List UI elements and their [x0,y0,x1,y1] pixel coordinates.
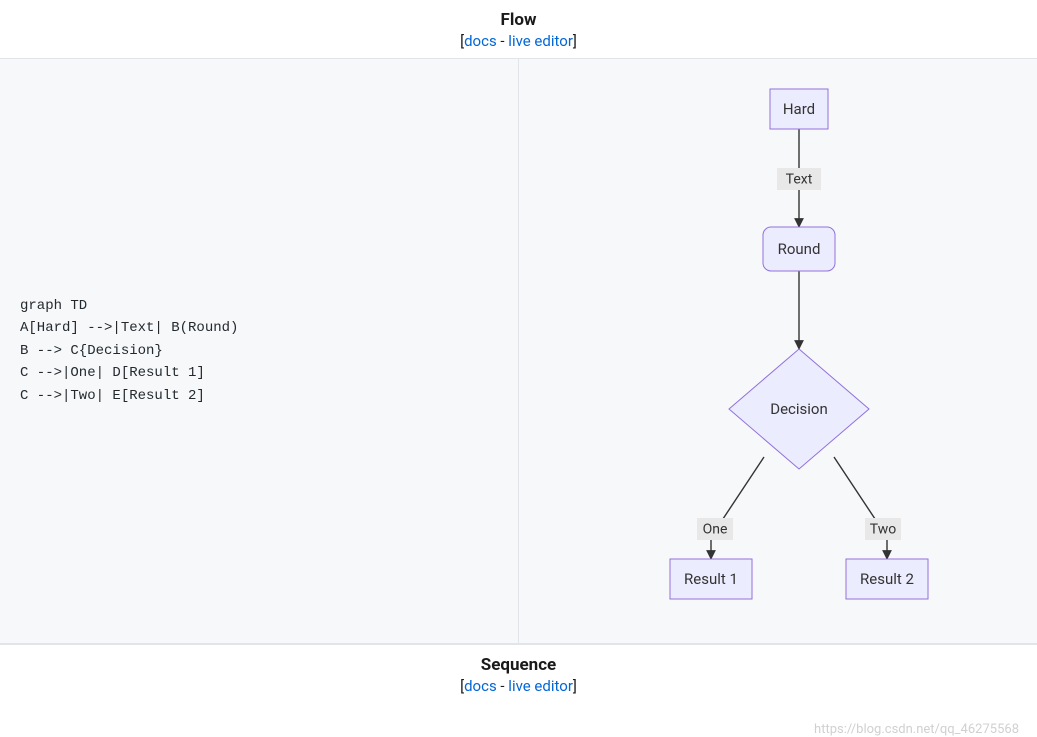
sequence-title: Sequence [0,655,1037,675]
edge-label-C-E: Two [869,522,895,538]
node-label-B: Round [777,240,820,258]
edge-C-E [834,457,887,559]
code-block: graph TD A[Hard] -->|Text| B(Round) B --… [20,295,238,407]
code-panel: graph TD A[Hard] -->|Text| B(Round) B --… [0,59,519,643]
diagram-panel: Text One Two Hard Round Decision Result 1 Resul… [519,59,1037,643]
edge-label-C-D: One [702,522,727,538]
node-label-D: Result 1 [684,570,738,588]
node-label-A: Hard [782,100,814,118]
flow-docs-link[interactable]: docs [464,32,497,50]
flow-diagram: Text One Two Hard Round Decision Result 1 Resul… [539,79,1019,619]
flow-title: Flow [0,10,1037,30]
sequence-docs-link[interactable]: docs [464,677,497,695]
flow-links: [docs - live editor] [0,32,1037,50]
sequence-links: [docs - live editor] [0,677,1037,695]
node-label-E: Result 2 [860,570,914,588]
section-header-sequence: Sequence [docs - live editor] https://bl… [0,644,1037,703]
watermark: https://blog.csdn.net/qq_46275568 [814,722,1019,737]
flow-panel-row: graph TD A[Hard] -->|Text| B(Round) B --… [0,59,1037,644]
node-label-C: Decision [770,400,828,418]
sequence-editor-link[interactable]: live editor [508,677,573,695]
edge-C-D [711,457,764,559]
flow-editor-link[interactable]: live editor [508,32,573,50]
section-header-flow: Flow [docs - live editor] [0,0,1037,59]
edge-label-A-B: Text [785,172,812,188]
